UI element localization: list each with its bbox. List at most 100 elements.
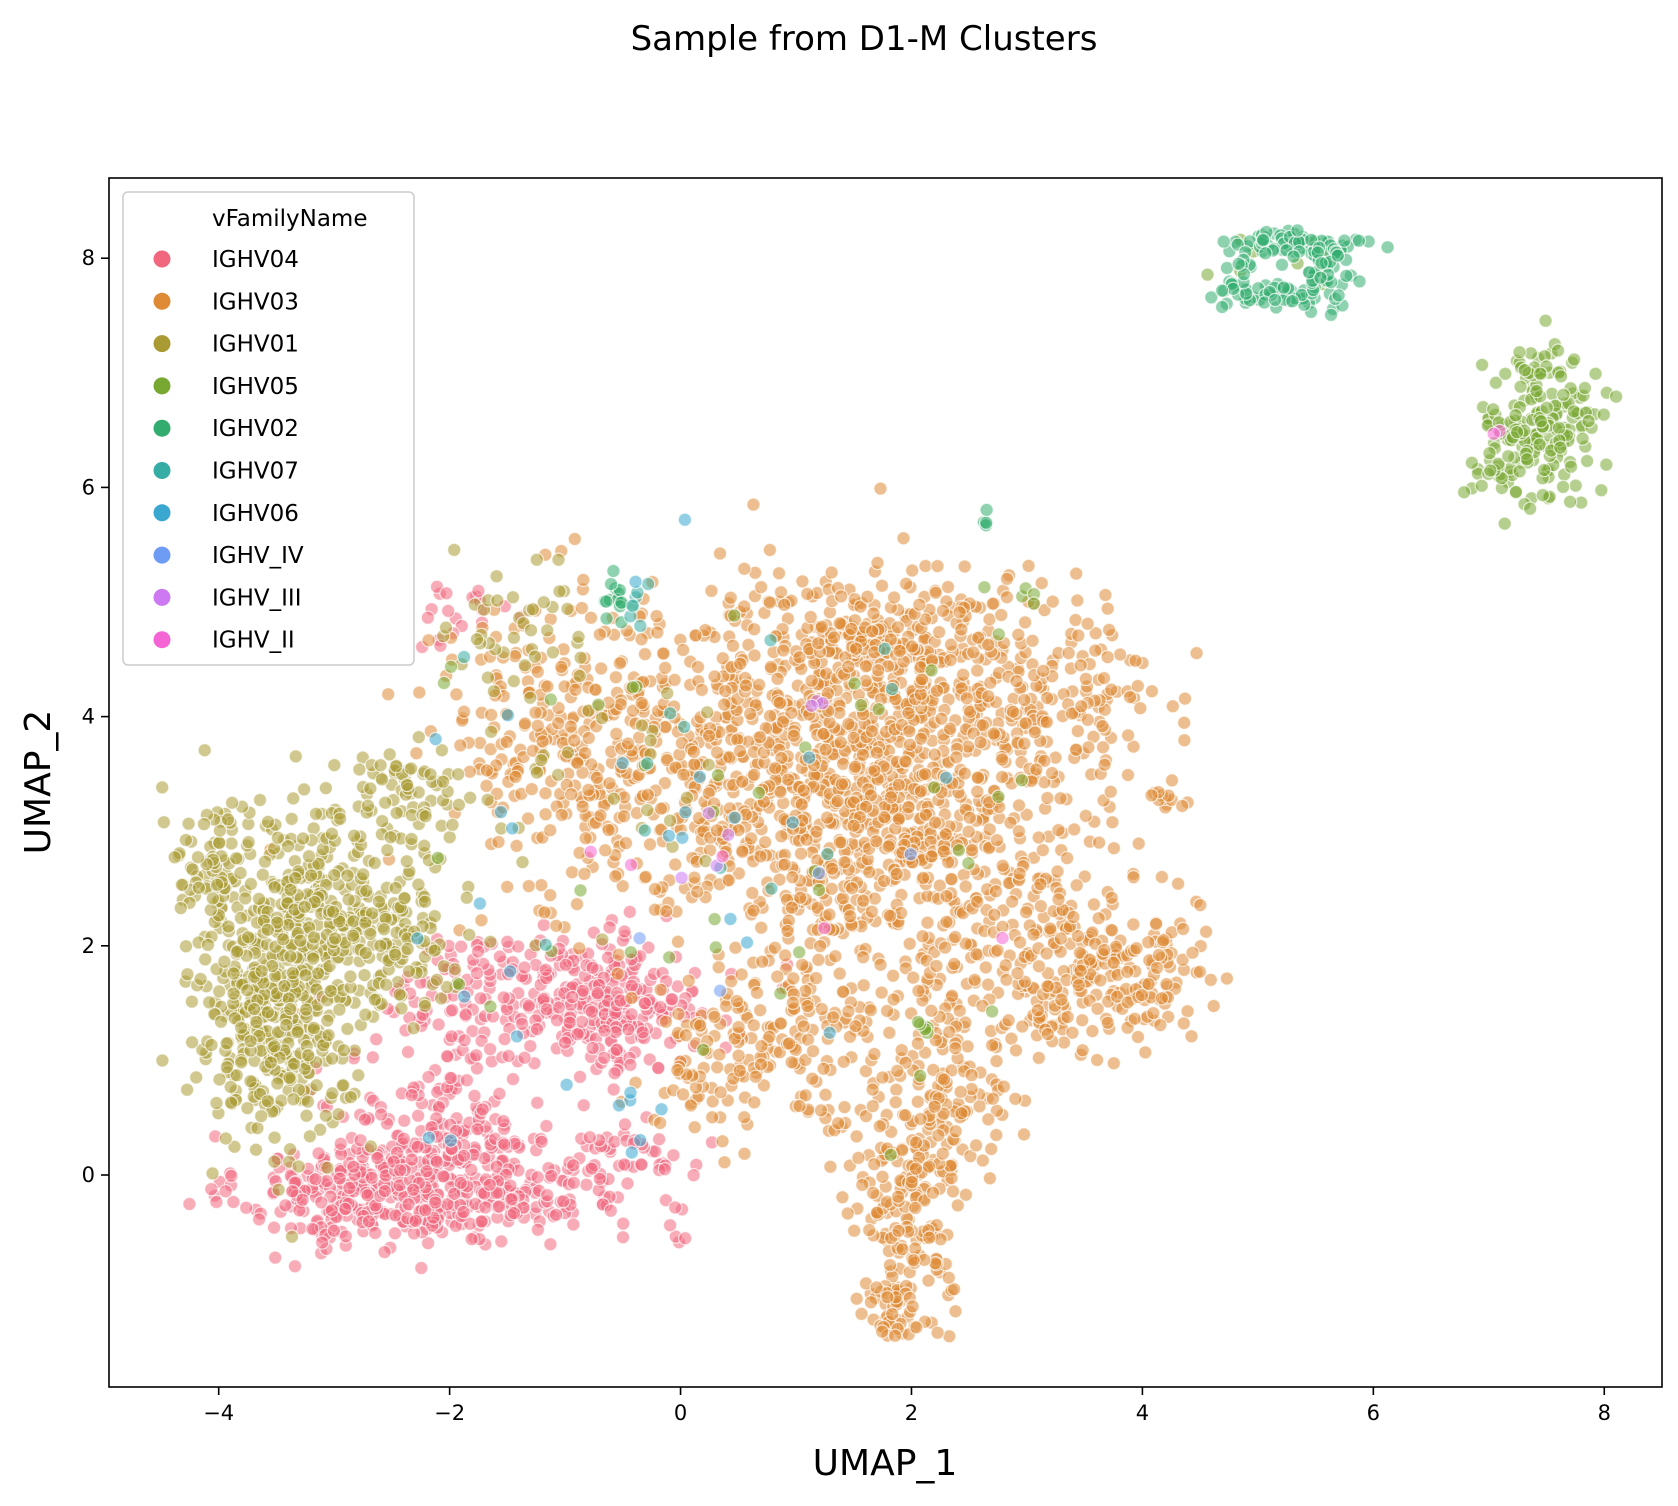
data-point bbox=[738, 678, 754, 693]
data-point bbox=[1159, 976, 1174, 992]
data-point bbox=[745, 885, 760, 901]
data-point bbox=[429, 972, 445, 988]
data-point bbox=[399, 854, 414, 869]
data-point bbox=[474, 913, 489, 928]
data-point bbox=[617, 1157, 632, 1172]
data-point bbox=[777, 948, 793, 963]
data-point bbox=[521, 998, 537, 1013]
data-point bbox=[332, 1002, 347, 1017]
data-point bbox=[301, 1047, 316, 1063]
data-point bbox=[967, 972, 982, 988]
data-point bbox=[637, 996, 653, 1011]
data-point bbox=[223, 1095, 239, 1110]
data-point bbox=[399, 777, 415, 793]
data-point bbox=[376, 922, 392, 937]
data-point bbox=[678, 1027, 694, 1043]
data-point bbox=[1088, 643, 1103, 658]
data-point bbox=[1106, 1055, 1122, 1071]
data-point bbox=[401, 964, 417, 979]
data-point bbox=[941, 1270, 957, 1286]
data-point bbox=[1078, 671, 1094, 687]
data-point bbox=[763, 659, 779, 675]
data-point bbox=[737, 1109, 752, 1125]
data-point bbox=[517, 960, 532, 975]
data-point bbox=[1100, 601, 1115, 616]
data-point bbox=[981, 689, 996, 704]
data-point bbox=[860, 589, 875, 604]
data-point bbox=[419, 1164, 434, 1179]
data-point bbox=[833, 735, 848, 750]
data-point bbox=[841, 659, 856, 674]
data-point bbox=[837, 1099, 852, 1115]
data-point bbox=[500, 879, 515, 895]
data-point bbox=[988, 884, 1004, 899]
data-point bbox=[668, 857, 683, 872]
data-point bbox=[530, 1222, 546, 1238]
data-point bbox=[1219, 971, 1235, 986]
data-point bbox=[503, 1178, 518, 1193]
data-point bbox=[986, 726, 1001, 741]
data-point bbox=[847, 1223, 862, 1238]
data-point bbox=[1086, 897, 1102, 912]
data-point bbox=[342, 1180, 357, 1196]
data-point bbox=[607, 1065, 622, 1081]
data-point bbox=[848, 641, 864, 656]
data-point bbox=[613, 697, 628, 712]
data-point bbox=[873, 481, 888, 496]
data-point bbox=[267, 1130, 282, 1145]
data-point bbox=[560, 745, 576, 760]
data-point bbox=[534, 752, 549, 768]
data-point bbox=[506, 1205, 522, 1221]
data-point bbox=[400, 941, 415, 957]
data-point bbox=[970, 784, 985, 799]
data-point bbox=[830, 793, 845, 809]
data-point bbox=[944, 1170, 959, 1186]
data-point bbox=[689, 884, 705, 900]
data-point bbox=[972, 1099, 987, 1114]
data-point bbox=[774, 829, 789, 844]
data-point bbox=[1042, 921, 1058, 936]
data-point bbox=[994, 607, 1009, 623]
data-point bbox=[909, 1320, 924, 1335]
data-point bbox=[285, 965, 301, 981]
data-point bbox=[1031, 830, 1046, 845]
data-point bbox=[658, 660, 673, 676]
series-IGHV04 bbox=[182, 579, 795, 1276]
data-point bbox=[624, 978, 639, 994]
data-point bbox=[753, 849, 768, 864]
data-point bbox=[326, 1223, 342, 1239]
data-point bbox=[494, 1234, 509, 1249]
data-point bbox=[931, 1128, 946, 1143]
data-point bbox=[688, 628, 703, 643]
data-point bbox=[388, 880, 403, 896]
data-point bbox=[822, 907, 837, 922]
data-point bbox=[954, 1106, 969, 1121]
data-point bbox=[870, 1205, 885, 1220]
data-point bbox=[1068, 612, 1083, 628]
data-point bbox=[978, 960, 994, 975]
data-point bbox=[832, 966, 847, 981]
data-point bbox=[601, 822, 616, 838]
data-point bbox=[902, 724, 917, 739]
data-point bbox=[530, 664, 546, 680]
data-point bbox=[855, 1177, 870, 1193]
data-point bbox=[602, 776, 617, 791]
data-point bbox=[700, 705, 715, 720]
data-point bbox=[734, 967, 749, 982]
data-point bbox=[575, 799, 590, 814]
data-point bbox=[811, 636, 826, 651]
data-point bbox=[864, 724, 880, 739]
data-point bbox=[456, 1148, 472, 1164]
data-point bbox=[936, 1072, 952, 1087]
data-point bbox=[891, 811, 907, 826]
data-point bbox=[1069, 878, 1084, 893]
data-point bbox=[224, 795, 240, 811]
data-point bbox=[373, 1107, 389, 1122]
data-point bbox=[200, 937, 216, 953]
data-point bbox=[308, 1172, 323, 1187]
data-point bbox=[523, 623, 539, 638]
data-point bbox=[543, 887, 558, 903]
data-point bbox=[271, 1182, 286, 1198]
data-point bbox=[296, 782, 312, 797]
data-point bbox=[540, 679, 555, 694]
